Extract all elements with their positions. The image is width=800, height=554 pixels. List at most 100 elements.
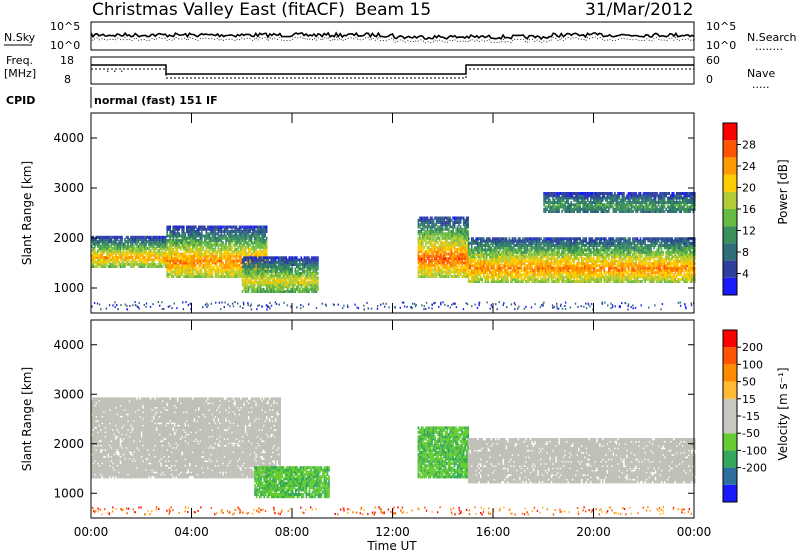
heatmap-cell: [127, 260, 129, 264]
heatmap-cell: [192, 243, 194, 247]
heatmap-cell: [472, 255, 474, 259]
heatmap-cell: [267, 260, 269, 264]
heatmap-cell: [303, 287, 306, 291]
heatmap-cell: [538, 244, 541, 247]
heatmap-cell: [435, 272, 438, 276]
heatmap-cell: [231, 250, 233, 254]
heatmap-cell: [228, 241, 230, 245]
heatmap-cell: [202, 248, 205, 251]
heatmap-cell: [106, 240, 108, 244]
heatmap-cell: [244, 278, 247, 282]
heatmap-cell: [139, 235, 141, 239]
heatmap-cell: [247, 239, 250, 242]
heatmap-cell: [435, 241, 438, 245]
heatmap-cell: [125, 258, 128, 262]
heatmap-cell: [243, 265, 245, 269]
heatmap-cell: [192, 263, 194, 267]
heatmap-cell: [103, 265, 105, 268]
nsearch-tick-bottom: 10^0: [706, 39, 736, 52]
heatmap-cell: [249, 269, 251, 273]
heatmap-cell: [249, 278, 251, 282]
heatmap-cell: [119, 238, 122, 241]
heatmap-cell: [189, 263, 191, 267]
heatmap-cell: [544, 250, 547, 254]
heatmap-cell: [540, 275, 542, 279]
heatmap-cell: [226, 261, 229, 265]
heatmap-cell: [431, 257, 433, 260]
heatmap-cell: [134, 247, 137, 250]
heatmap-cell: [271, 283, 274, 287]
heatmap-cell: [444, 275, 447, 278]
heatmap-cell: [308, 265, 310, 269]
heatmap-cell: [115, 244, 117, 248]
heatmap-cell: [537, 271, 539, 274]
heatmap-cell: [101, 238, 104, 241]
heatmap-cell: [465, 239, 468, 242]
heatmap-cell: [459, 272, 462, 276]
heatmap-cell: [241, 281, 244, 284]
heatmap-cell: [428, 261, 430, 265]
heatmap-cell: [544, 271, 547, 274]
heatmap-cell: [446, 272, 448, 276]
heatmap-cell: [425, 259, 427, 263]
heatmap-cell: [261, 269, 263, 273]
heatmap-cell: [271, 281, 274, 284]
heatmap-cell: [170, 245, 173, 249]
heatmap-cell: [507, 250, 509, 254]
heatmap-cell: [176, 239, 179, 242]
heatmap-cell: [479, 257, 482, 261]
heatmap-cell: [438, 239, 441, 242]
heatmap-cell: [426, 227, 429, 231]
heatmap-cell: [226, 236, 229, 240]
heatmap-cell: [157, 249, 159, 253]
heatmap-cell: [302, 265, 304, 269]
heatmap-cell: [483, 264, 485, 268]
heatmap-cell: [219, 252, 221, 256]
heatmap-cell: [420, 241, 423, 245]
freq-tick-bottom: 8: [64, 73, 71, 86]
heatmap-cell: [201, 234, 203, 238]
heatmap-cell: [577, 237, 580, 241]
heatmap-cell: [489, 237, 491, 241]
heatmap-cell: [228, 261, 230, 265]
heatmap-cell: [472, 277, 474, 281]
heatmap-cell: [190, 259, 193, 263]
heatmap-cell: [198, 243, 200, 247]
heatmap-cell: [125, 256, 128, 259]
heatmap-cell: [249, 285, 251, 289]
heatmap-cell: [158, 265, 161, 268]
heatmap-cell: [173, 230, 176, 233]
heatmap-cell: [109, 253, 111, 257]
heatmap-cell: [552, 244, 554, 247]
heatmap-cell: [513, 248, 515, 252]
heatmap-cell: [237, 270, 239, 274]
heatmap-cell: [574, 264, 577, 268]
heatmap-cell: [253, 232, 256, 236]
heatmap-cell: [137, 251, 140, 255]
heatmap-cell: [139, 244, 141, 248]
heatmap-cell: [247, 285, 250, 289]
heatmap-cell: [465, 245, 468, 249]
heatmap-cell: [271, 272, 274, 275]
heatmap-cell: [470, 280, 473, 283]
heatmap-cell: [265, 256, 268, 260]
heatmap-cell: [107, 265, 110, 268]
heatmap-cell: [240, 236, 242, 240]
heatmap-cell: [216, 268, 218, 272]
heatmap-cell: [95, 253, 98, 257]
heatmap-cell: [198, 259, 200, 263]
heatmap-cell: [169, 266, 171, 269]
freq-unit-label: [MHz]: [4, 67, 36, 80]
heatmap-cell: [498, 280, 500, 283]
heatmap-cell: [276, 260, 278, 264]
heatmap-cell: [265, 245, 268, 249]
heatmap-cell: [481, 250, 483, 254]
heatmap-cell: [128, 249, 131, 253]
heatmap-cell: [504, 275, 506, 279]
heatmap-cell: [121, 247, 123, 250]
heatmap-cell: [211, 275, 214, 278]
heatmap-cell: [311, 285, 313, 289]
heatmap-cell: [225, 250, 227, 254]
heatmap-cell: [461, 268, 463, 272]
heatmap-cell: [253, 225, 256, 229]
